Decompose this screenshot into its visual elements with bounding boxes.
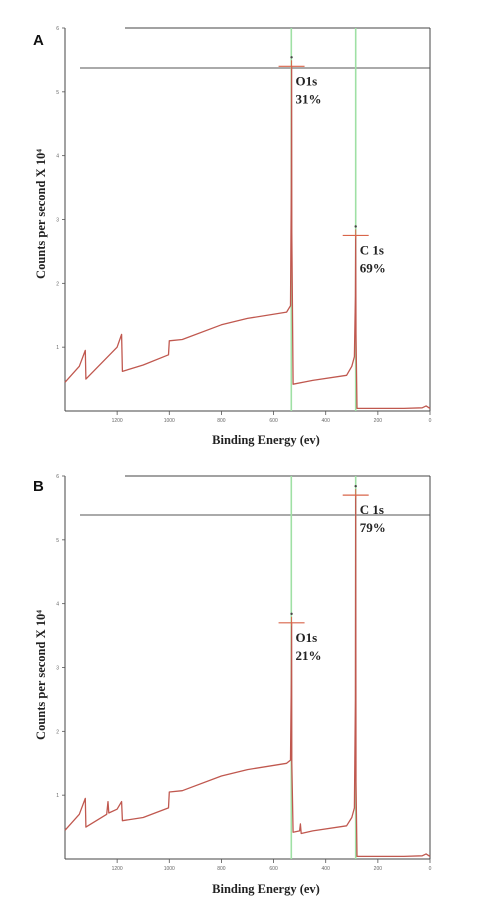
x-tick-label: 1000 — [164, 418, 175, 424]
x-tick-label: 0 — [429, 418, 432, 424]
chart-marks: 1200 1000 800 600 400 200 0 1 2 3 4 5 6 O1s 21% C 1s 79% — [56, 474, 431, 872]
spectrum-line — [64, 65, 431, 410]
x-tick-label: 200 — [374, 866, 383, 872]
xps-chart-b: 1200 1000 800 600 400 200 0 1 2 3 4 5 6 O1s 21% C 1s 79%… — [33, 474, 432, 896]
panel-letter: A — [33, 32, 44, 49]
peak-percent: 31% — [296, 91, 322, 106]
peak-dot — [354, 484, 357, 488]
y-tick-label: 5 — [56, 90, 59, 96]
x-axis-title: Binding Energy (ev) — [212, 882, 320, 896]
x-tick-label: 800 — [217, 418, 226, 424]
x-tick-label: 600 — [269, 866, 278, 872]
x-tick-label: 0 — [429, 866, 432, 872]
peak-percent: 69% — [360, 260, 386, 275]
peak-dot — [354, 225, 357, 228]
y-tick-label: 4 — [56, 602, 59, 608]
x-tick-label: 400 — [322, 418, 331, 424]
x-tick-label: 600 — [269, 418, 278, 424]
y-tick-label: 3 — [56, 218, 59, 224]
peak-label: O1s — [296, 73, 318, 88]
y-axis-title: Counts per second X 10⁴ — [34, 610, 48, 740]
panel-letter: B — [33, 478, 44, 495]
x-axis-title: Binding Energy (ev) — [212, 433, 320, 447]
y-tick-label: 2 — [56, 281, 59, 287]
peak-percent: 79% — [360, 520, 386, 535]
y-tick-label: 1 — [56, 345, 59, 351]
y-tick-label: 2 — [56, 729, 59, 735]
x-tick-label: 1000 — [164, 866, 175, 872]
xps-chart-a: 1200 1000 800 600 400 200 0 1 2 3 4 5 6 O1s 31% C 1s 69%… — [33, 26, 432, 447]
y-tick-label: 5 — [56, 538, 59, 544]
y-tick-label: 6 — [56, 26, 59, 32]
peak-dot — [290, 56, 293, 59]
x-tick-label: 200 — [374, 418, 383, 424]
y-tick-label: 4 — [56, 154, 59, 160]
y-axis-title: Counts per second X 10⁴ — [34, 149, 48, 279]
peak-label: C 1s — [360, 502, 384, 517]
peak-percent: 21% — [296, 648, 322, 663]
chart-marks: 1200 1000 800 600 400 200 0 1 2 3 4 5 6 O1s 31% C 1s 69% — [56, 26, 431, 424]
x-tick-label: 1200 — [112, 418, 123, 424]
x-tick-label: 800 — [217, 866, 226, 872]
x-tick-label: 400 — [322, 866, 331, 872]
y-tick-label: 6 — [56, 474, 59, 480]
peak-label: C 1s — [360, 242, 384, 257]
x-tick-label: 1200 — [112, 866, 123, 872]
spectrum-line — [64, 494, 431, 858]
y-tick-label: 1 — [56, 793, 59, 799]
peak-label: O1s — [296, 630, 318, 645]
y-tick-label: 3 — [56, 666, 59, 672]
peak-dot — [290, 612, 293, 616]
